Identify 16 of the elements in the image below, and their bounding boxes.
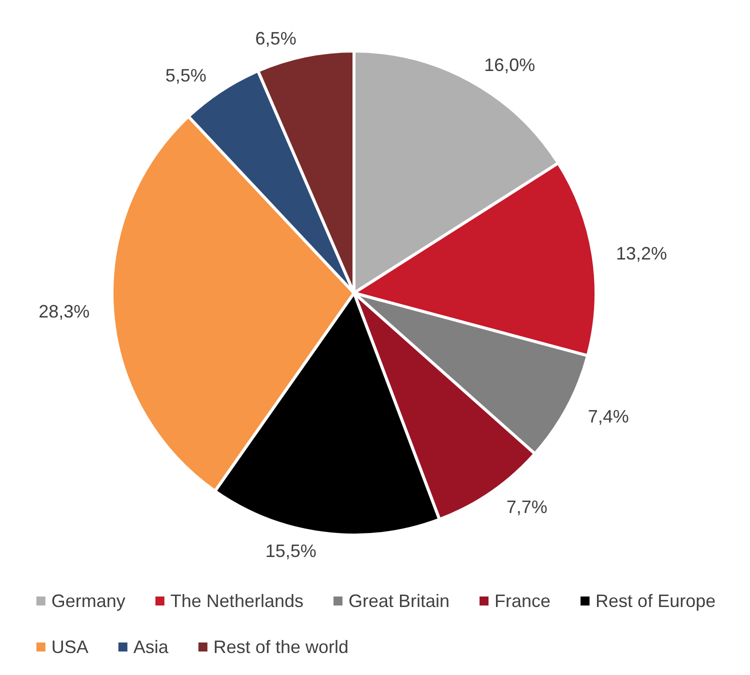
data-label: 13,2% — [616, 244, 668, 264]
data-label: 5,5% — [165, 66, 206, 86]
legend-label: Great Britain — [348, 591, 450, 611]
data-label: 6,5% — [255, 28, 296, 48]
data-label: 16,0% — [484, 55, 536, 76]
legend-label: USA — [51, 637, 88, 657]
data-label: 7,4% — [588, 406, 629, 426]
legend-label: Rest of Europe — [596, 591, 716, 611]
data-label: 7,7% — [506, 497, 548, 518]
data-label: 15,5% — [265, 540, 316, 561]
legend-label: France — [494, 591, 551, 611]
legend-label: Rest of the world — [213, 637, 348, 657]
legend-label: Germany — [51, 591, 126, 611]
legend-label: The Netherlands — [170, 591, 304, 611]
data-label: 28,3% — [38, 301, 90, 322]
legend-label: Asia — [133, 637, 170, 657]
